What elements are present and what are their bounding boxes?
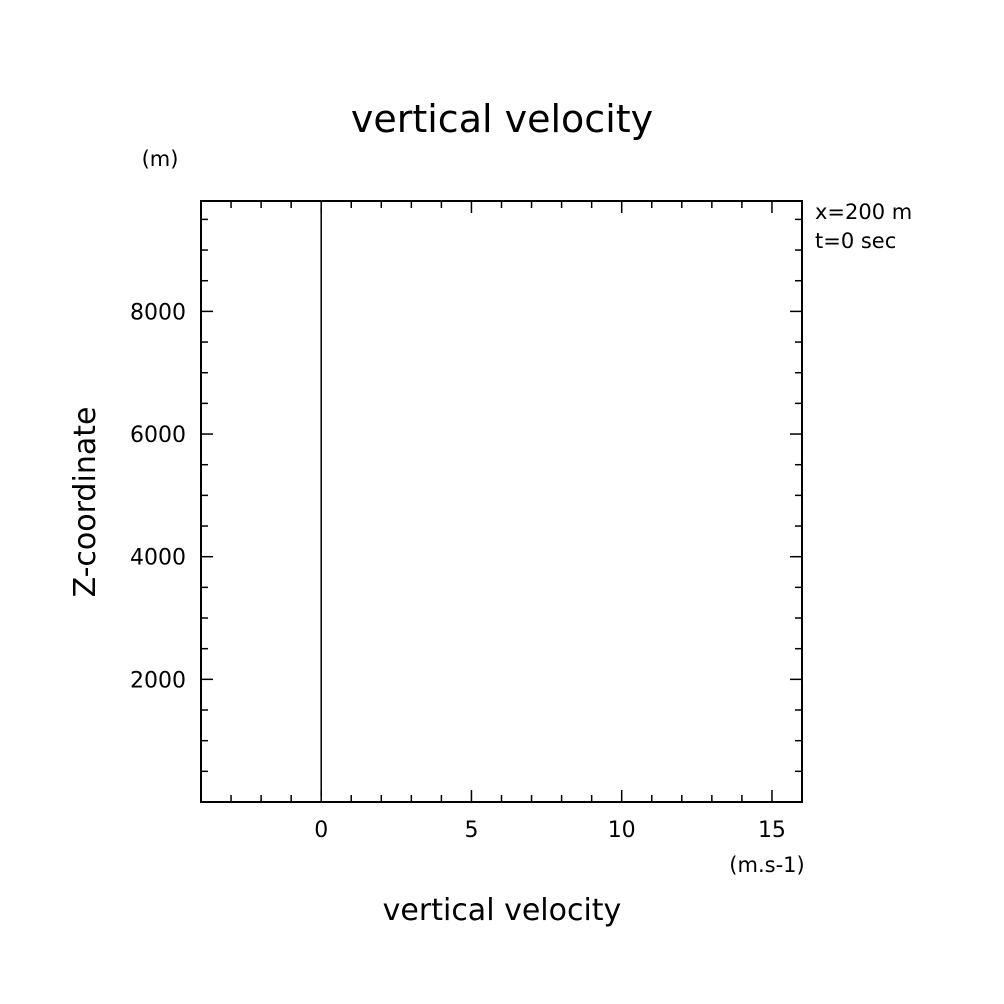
plot-frame <box>200 200 803 803</box>
x-unit-label: (m.s-1) <box>729 853 804 877</box>
y-tick-label: 8000 <box>130 300 186 325</box>
y-unit-label: (m) <box>142 147 179 171</box>
y-axis-label: Z-coordinate <box>68 407 103 598</box>
x-tick-label: 0 <box>314 818 328 843</box>
x-tick-label: 10 <box>608 818 636 843</box>
axis-ticks: 0 5 10 15 2000 4000 6000 8000 <box>130 201 803 843</box>
x-tick-label: 15 <box>758 818 786 843</box>
chart-title: vertical velocity <box>351 97 653 141</box>
annotation-time: t=0 sec <box>815 229 896 253</box>
y-tick-label: 6000 <box>130 423 186 448</box>
y-tick-label: 2000 <box>130 668 186 693</box>
x-tick-label: 5 <box>464 818 478 843</box>
y-tick-label: 4000 <box>130 546 186 571</box>
x-axis-label: vertical velocity <box>383 893 622 928</box>
annotation-position: x=200 m <box>815 200 912 224</box>
